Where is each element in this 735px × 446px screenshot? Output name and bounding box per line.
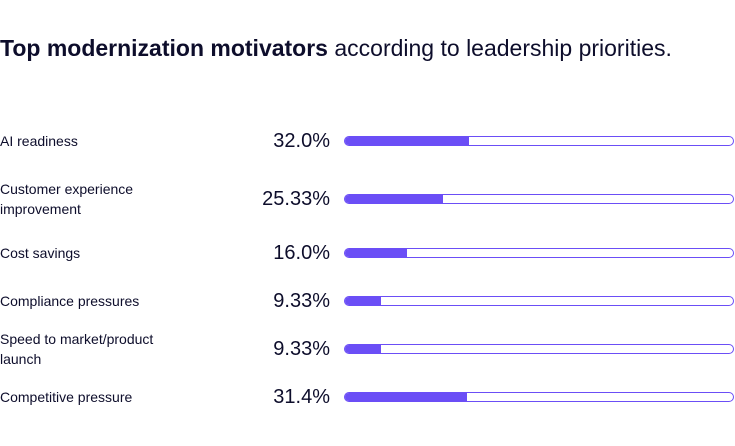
bar [345, 137, 470, 145]
value-label: 16.0% [273, 242, 330, 264]
category-label: AI readiness [0, 133, 78, 149]
bar-track [344, 248, 734, 258]
bar-track [344, 194, 734, 204]
bar [345, 345, 382, 353]
bar-track [344, 296, 734, 306]
title-rest: according to leadership priorities. [334, 35, 672, 61]
bar-track [344, 392, 734, 402]
bar [345, 195, 444, 203]
title-bold: Top modernization motivators [0, 35, 328, 61]
category-label: Compliance pressures [0, 293, 140, 309]
bar-track [344, 136, 734, 146]
value-label: 31.4% [273, 386, 330, 408]
value-label: 9.33% [273, 290, 330, 312]
category-label: Competitive pressure [0, 389, 133, 405]
value-label: 9.33% [273, 338, 330, 360]
bar [345, 393, 467, 401]
chart-title: Top modernization motivators according t… [0, 34, 700, 63]
category-label: Cost savings [0, 245, 81, 261]
bar [345, 297, 382, 305]
category-label: Speed to market/product launch [0, 331, 154, 367]
value-label: 32.0% [273, 130, 330, 152]
bar [345, 249, 408, 257]
category-label: Customer experience improvement [0, 181, 134, 217]
value-label: 25.33% [262, 188, 330, 210]
bar-track [344, 344, 734, 354]
